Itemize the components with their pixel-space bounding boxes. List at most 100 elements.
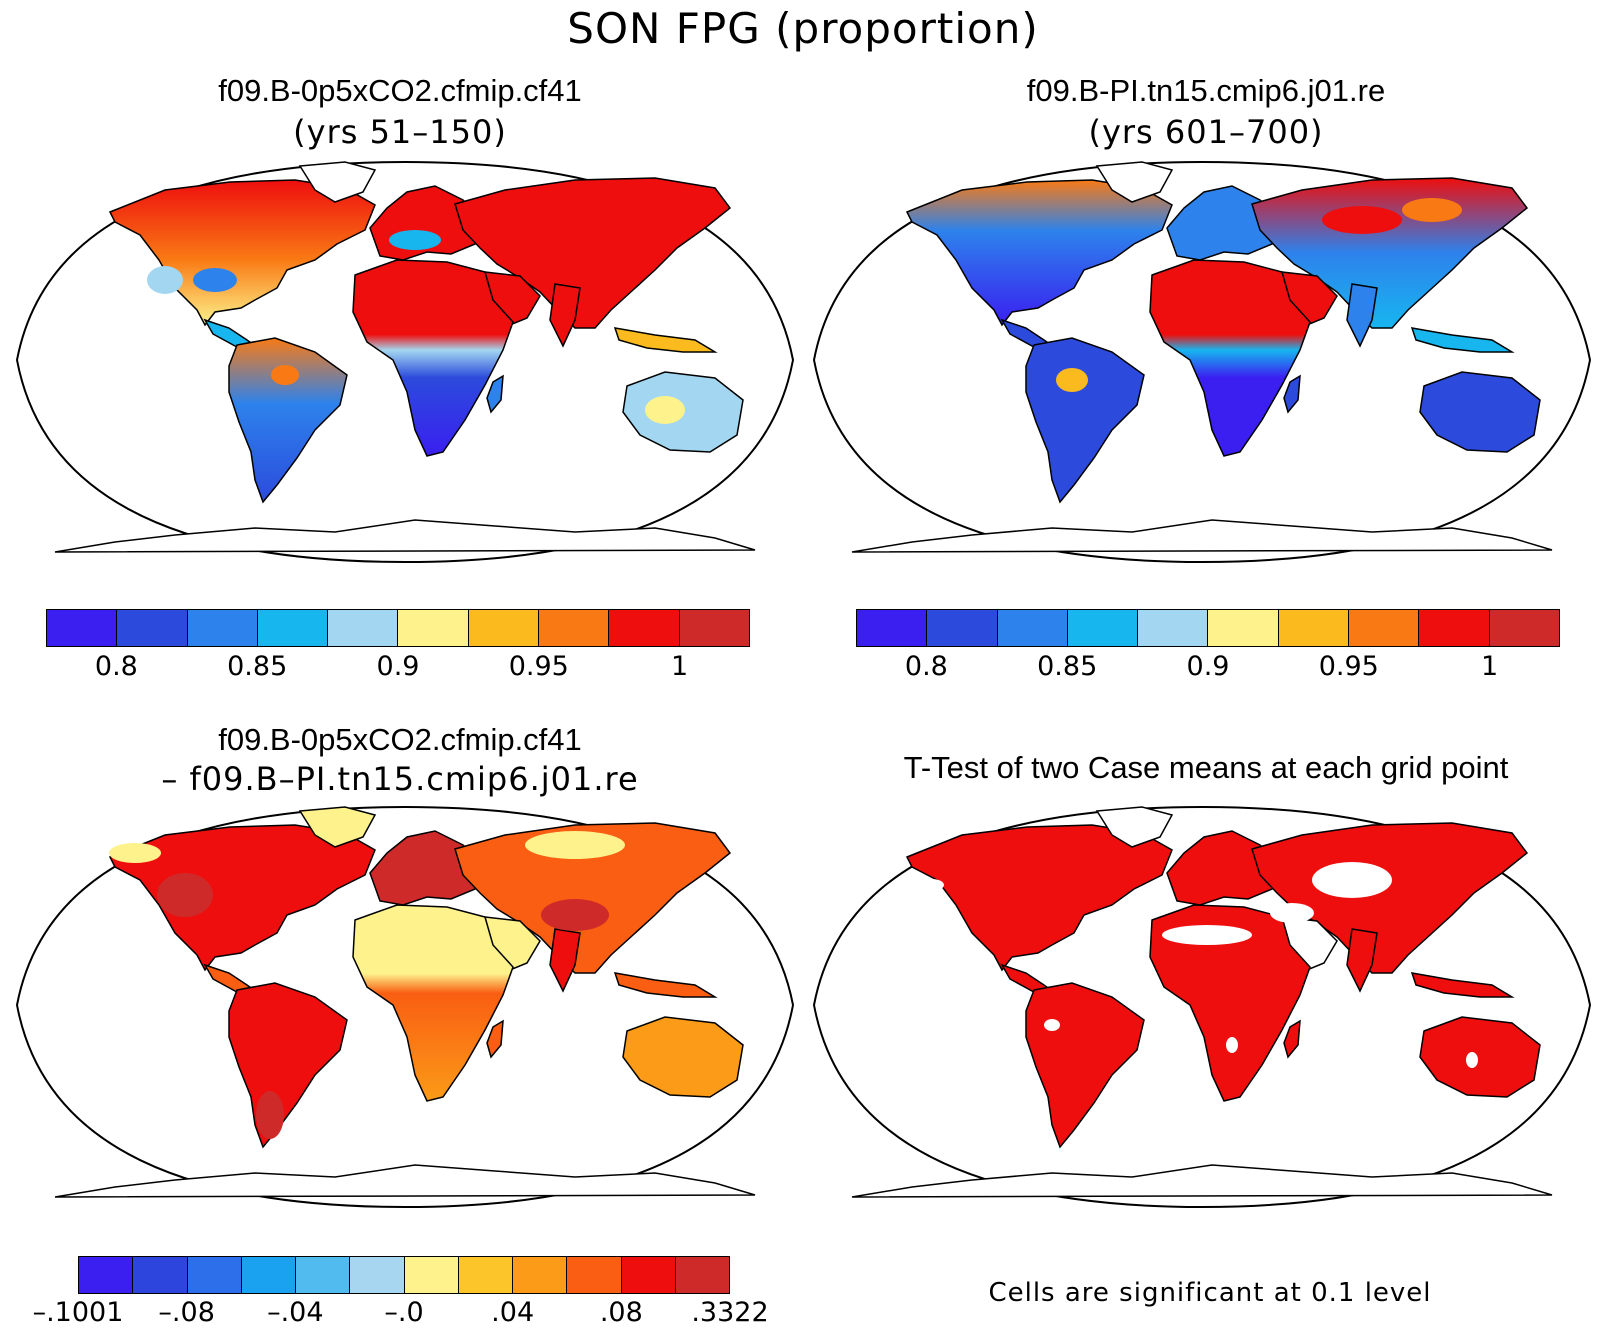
- land-india: [549, 283, 581, 348]
- colorbar-tick-label: 0.8: [94, 651, 138, 682]
- land-detail: [1312, 862, 1392, 898]
- colorbar-swatch: [468, 610, 540, 646]
- colorbar-tick-label: 0.8: [904, 651, 948, 682]
- land-detail: [1270, 903, 1314, 923]
- land-detail: [256, 1091, 284, 1139]
- land-detail: [271, 365, 299, 385]
- land-greenland: [1095, 806, 1174, 848]
- colorbar-swatch: [927, 610, 998, 646]
- land-detail: [157, 873, 213, 917]
- colorbar-panel-3: [78, 1256, 730, 1294]
- land-madagascar: [486, 1019, 504, 1059]
- land-madagascar: [486, 374, 504, 414]
- land-indonesia: [1410, 327, 1515, 353]
- colorbar-swatch: [539, 610, 610, 646]
- panel-2-title: f09.B-PI.tn15.cmip6.j01.re: [1026, 73, 1386, 108]
- land-detail: [1056, 368, 1088, 392]
- colorbar-swatch: [458, 1257, 513, 1293]
- colorbar-tick-label: 0.85: [227, 651, 288, 682]
- land-detail: [389, 230, 441, 250]
- land-indonesia: [613, 327, 718, 353]
- colorbar-swatch: [47, 610, 118, 646]
- colorbar-swatch: [513, 1257, 568, 1293]
- map-panel-2: [812, 160, 1592, 564]
- colorbar-swatch: [398, 610, 469, 646]
- colorbar-tick-label: .3322: [691, 1297, 769, 1328]
- panel-1-title: f09.B-0p5xCO2.cfmip.cf41: [218, 73, 582, 108]
- colorbar-panel-3-ticks: –.1001 –.08 –.04 –.0 .04 .08 .3322: [33, 1297, 769, 1331]
- land-australia: [622, 1016, 744, 1098]
- land-asia: [454, 177, 732, 329]
- colorbar-swatch: [296, 1257, 351, 1293]
- colorbar-tick-label: –.0: [384, 1297, 424, 1328]
- colorbar-swatch: [857, 610, 928, 646]
- colorbar-swatch: [133, 1257, 188, 1293]
- panel-3-subtitle: – f09.B–PI.tn15.cmip6.j01.re: [161, 760, 639, 798]
- map-panel-1: [15, 160, 795, 564]
- colorbar-tick-label: –.1001: [32, 1297, 124, 1328]
- ttest-significance-note: Cells are significant at 0.1 level: [988, 1278, 1432, 1308]
- colorbar-swatch: [350, 1257, 405, 1293]
- colorbar-swatch: [1278, 610, 1350, 646]
- colorbar-swatch: [621, 1257, 676, 1293]
- land-antarctica: [54, 1164, 756, 1198]
- colorbar-tick-label: 0.95: [1318, 651, 1379, 682]
- colorbar-swatch: [257, 610, 329, 646]
- land-indonesia: [1410, 972, 1515, 998]
- land-africa: [1149, 259, 1311, 457]
- colorbar-swatch: [1489, 610, 1559, 646]
- colorbar-swatch: [1067, 610, 1139, 646]
- colorbar-tick-label: 0.95: [508, 651, 569, 682]
- colorbar-swatch: [404, 1257, 459, 1293]
- land-australia: [1419, 1016, 1541, 1098]
- colorbar-swatch: [997, 610, 1068, 646]
- land-detail: [645, 396, 685, 424]
- land-detail: [1226, 1037, 1238, 1053]
- colorbar-swatch: [679, 610, 749, 646]
- land-detail: [1466, 1052, 1478, 1068]
- land-madagascar: [1283, 1019, 1301, 1059]
- colorbar-tick-label: 0.9: [376, 651, 420, 682]
- land-detail: [193, 268, 237, 292]
- land-australia: [1419, 371, 1541, 453]
- land-africa: [1149, 904, 1311, 1102]
- land-asia: [454, 822, 732, 974]
- land-detail: [920, 879, 944, 891]
- colorbar-swatch: [117, 610, 188, 646]
- colorbar-swatch: [328, 610, 399, 646]
- colorbar-swatch: [675, 1257, 729, 1293]
- land-india: [549, 928, 581, 993]
- map-panel-3: [15, 805, 795, 1209]
- colorbar-swatch: [1419, 610, 1490, 646]
- colorbar-panel-1: [46, 609, 750, 647]
- colorbar-panel-2-ticks: 0.8 0.85 0.9 0.95 1: [856, 651, 1560, 685]
- colorbar-swatch: [1138, 610, 1209, 646]
- land-detail: [1322, 206, 1402, 234]
- land-india: [1346, 283, 1378, 348]
- land-detail: [541, 899, 609, 931]
- colorbar-swatch: [187, 1257, 242, 1293]
- panel-1-subtitle: (yrs 51–150): [293, 113, 507, 151]
- colorbar-swatch: [1349, 610, 1420, 646]
- colorbar-swatch: [567, 1257, 622, 1293]
- colorbar-tick-label: 1: [1481, 651, 1499, 682]
- colorbar-tick-label: 0.85: [1037, 651, 1098, 682]
- panel-2-subtitle: (yrs 601–700): [1088, 113, 1324, 151]
- colorbar-swatch: [79, 1257, 134, 1293]
- panel-3-title: f09.B-0p5xCO2.cfmip.cf41: [218, 722, 582, 757]
- colorbar-tick-label: –.08: [158, 1297, 215, 1328]
- land-antarctica: [54, 519, 756, 553]
- land-greenland: [298, 161, 377, 203]
- colorbar-swatch: [241, 1257, 296, 1293]
- panel-4-title: T-Test of two Case means at each grid po…: [903, 750, 1509, 785]
- colorbar-tick-label: –.04: [267, 1297, 324, 1328]
- colorbar-panel-2: [856, 609, 1560, 647]
- land-madagascar: [1283, 374, 1301, 414]
- colorbar-swatch: [1208, 610, 1279, 646]
- land-india: [1346, 928, 1378, 993]
- land-antarctica: [851, 519, 1553, 553]
- map-panel-4: [812, 805, 1592, 1209]
- land-greenland: [1095, 161, 1174, 203]
- land-africa: [352, 904, 514, 1102]
- land-detail: [147, 266, 183, 294]
